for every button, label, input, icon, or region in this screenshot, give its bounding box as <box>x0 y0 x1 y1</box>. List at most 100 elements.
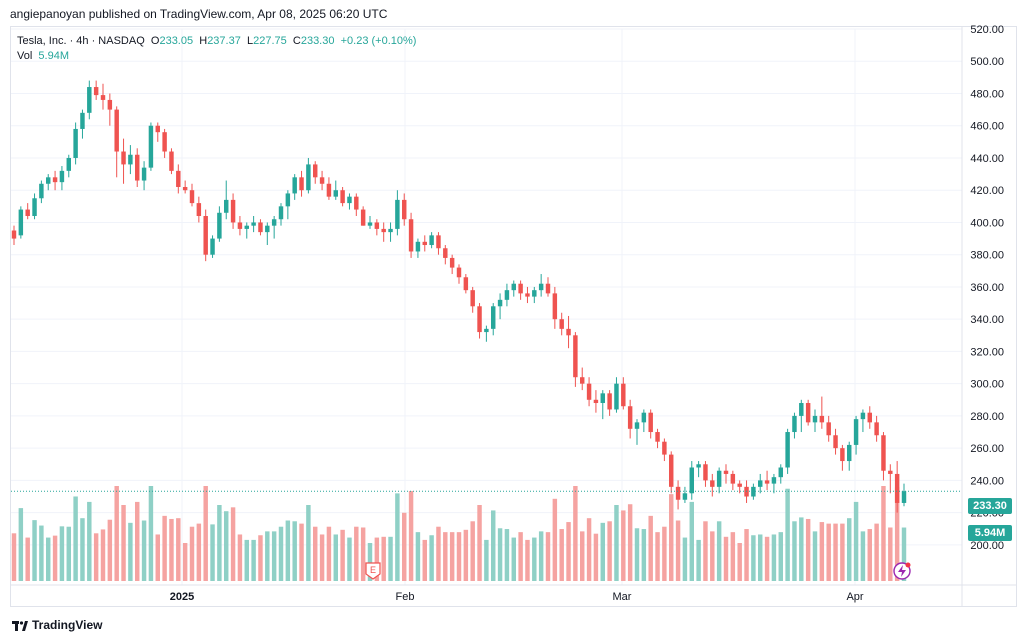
y-tick-label: 400.00 <box>970 217 1004 229</box>
candle-body <box>737 483 742 487</box>
candle-body <box>354 196 359 210</box>
candle-body <box>826 422 831 436</box>
candle-body <box>703 464 708 481</box>
candle-body <box>874 422 879 436</box>
legend-volume-row: Vol 5.94M <box>17 49 416 64</box>
candle-body <box>758 480 763 487</box>
candle-body <box>662 441 667 455</box>
volume-bar <box>347 537 352 581</box>
candle-body <box>559 319 564 329</box>
y-tick-label: 480.00 <box>970 88 1004 100</box>
candle-body <box>805 403 811 423</box>
last-price-badge: 233.30 <box>968 498 1012 514</box>
volume-bar <box>805 518 811 581</box>
candle-body <box>627 406 633 429</box>
candle-body <box>141 167 147 181</box>
volume-bar <box>18 508 24 581</box>
volume-bar <box>11 533 17 581</box>
candle-body <box>552 293 558 320</box>
chart-legend: Tesla, Inc. · 4h · NASDAQ O233.05 H237.3… <box>17 34 416 64</box>
lightning-icon[interactable] <box>892 561 912 581</box>
legend-change: +0.23 (+0.10%) <box>340 35 417 47</box>
candle-body <box>730 473 736 484</box>
legend-symbol: Tesla, Inc. · 4h · NASDAQ <box>17 35 145 47</box>
volume-bar <box>778 532 783 581</box>
volume-bar <box>723 536 729 581</box>
volume-bar <box>901 527 907 581</box>
candle-body <box>80 112 85 129</box>
candle-body <box>648 412 653 433</box>
candle-body <box>381 228 386 233</box>
candle-body <box>169 151 174 171</box>
volume-bar <box>744 529 749 581</box>
candle-body <box>230 199 236 223</box>
volume-bar <box>230 507 236 581</box>
x-tick-label: Feb <box>396 591 415 603</box>
y-tick-label: 520.00 <box>970 24 1004 36</box>
candle-body <box>867 412 872 423</box>
volume-bar <box>443 532 448 581</box>
volume-bar <box>586 518 592 581</box>
candle-body <box>600 393 605 404</box>
volume-bar <box>764 536 770 581</box>
volume-bar <box>826 523 831 581</box>
volume-bar <box>771 534 777 581</box>
volume-bar <box>484 539 489 581</box>
volume-bar <box>39 525 44 581</box>
volume-bar <box>627 504 633 581</box>
volume-bar <box>881 486 886 581</box>
volume-bar <box>73 496 78 581</box>
volume-bar <box>422 539 427 581</box>
candle-body <box>751 486 756 497</box>
volume-bar <box>504 529 510 581</box>
legend-vol-label: Vol <box>17 50 33 62</box>
candle-body <box>182 186 188 191</box>
volume-bar <box>621 510 626 581</box>
candle-body <box>189 190 195 204</box>
volume-bar <box>552 498 558 581</box>
volume-bar <box>449 532 455 581</box>
volume-bar <box>860 531 866 581</box>
candle-body <box>785 432 790 468</box>
candle-body <box>100 95 106 100</box>
y-tick-label: 360.00 <box>970 282 1004 294</box>
candle-body <box>463 277 469 291</box>
volume-bar <box>730 532 736 581</box>
candle-body <box>771 477 777 484</box>
volume-bar <box>128 522 133 581</box>
candle-body <box>32 198 37 217</box>
volume-bar <box>415 532 421 581</box>
volume-bar <box>436 526 441 581</box>
candle-body <box>422 241 427 246</box>
volume-bar <box>93 533 99 581</box>
candle-body <box>894 473 900 503</box>
candle-body <box>504 290 510 300</box>
volume-bar <box>600 522 605 581</box>
volume-bar <box>758 534 763 581</box>
footer-brand: TradingView <box>32 618 103 632</box>
candle-body <box>11 230 17 239</box>
candle-body <box>66 157 71 171</box>
candle-body <box>443 248 448 258</box>
candle-body <box>477 306 482 333</box>
candle-body <box>566 328 571 336</box>
candle-body <box>319 177 325 184</box>
candle-body <box>716 470 722 487</box>
volume-bar <box>354 526 359 581</box>
candle-body <box>59 170 65 183</box>
legend-high-label: H <box>199 35 208 47</box>
volume-bar <box>655 532 660 581</box>
volume-bar <box>217 505 222 581</box>
volume-bar <box>785 488 790 581</box>
candle-body <box>326 183 332 197</box>
volume-bar <box>203 486 208 581</box>
candle-body <box>819 415 825 423</box>
candle-body <box>778 467 783 478</box>
candle-body <box>87 87 92 113</box>
candle-body <box>696 464 701 468</box>
candle-body <box>292 177 297 194</box>
candle-body <box>792 415 797 433</box>
earnings-icon[interactable]: E <box>365 562 381 580</box>
candle-body <box>52 177 58 183</box>
